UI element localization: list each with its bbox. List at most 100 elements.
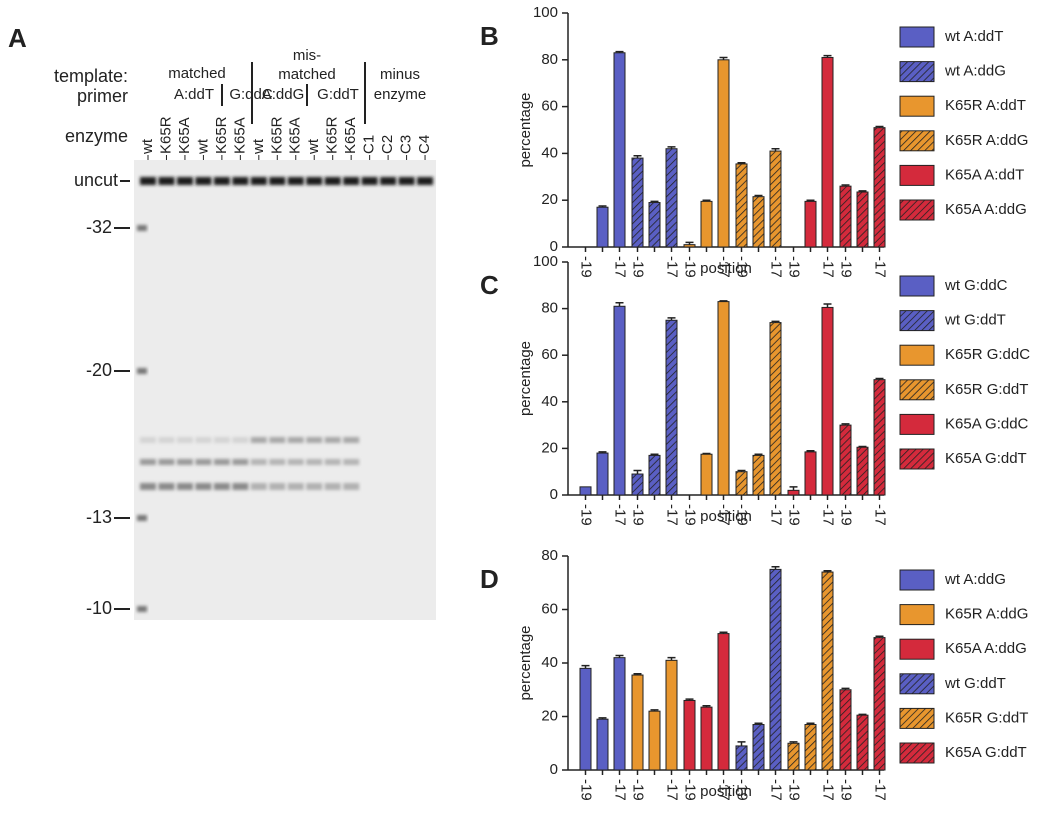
bar xyxy=(596,718,609,771)
lane-label: K65R xyxy=(268,116,285,154)
band xyxy=(140,177,156,185)
legend-swatch xyxy=(899,604,935,626)
lane-label: K65A xyxy=(231,117,248,154)
bar xyxy=(752,724,765,771)
band xyxy=(324,483,341,490)
band xyxy=(176,459,193,465)
bar xyxy=(596,206,609,248)
error-bar xyxy=(823,569,832,573)
primer-name: A:ddT xyxy=(174,86,214,103)
y-tick-label: 80 xyxy=(541,547,558,564)
error-bar xyxy=(702,452,711,455)
error-bar xyxy=(771,320,780,323)
legend-label: K65A A:ddG xyxy=(945,201,1027,218)
band xyxy=(232,483,249,490)
group-label: matched xyxy=(278,66,336,83)
x-tick-label: -19 xyxy=(838,256,855,278)
bar xyxy=(683,244,696,248)
x-tick-label: -19 xyxy=(786,256,803,278)
ladder-band xyxy=(137,368,147,374)
y-axis-label: percentage xyxy=(517,625,534,700)
legend-swatch xyxy=(899,61,935,83)
y-tick-label: 40 xyxy=(541,144,558,161)
legend-swatch xyxy=(899,448,935,470)
ladder-band xyxy=(137,225,147,231)
x-axis-label: position xyxy=(700,783,752,800)
legend-swatch xyxy=(899,164,935,186)
band xyxy=(195,459,212,465)
band xyxy=(140,437,156,443)
error-bar xyxy=(685,241,694,245)
legend-swatch xyxy=(899,130,935,152)
legend-label: K65R G:ddT xyxy=(945,381,1028,398)
legend-label: K65R A:ddG xyxy=(945,606,1028,623)
band xyxy=(158,483,175,490)
legend-label: K65R A:ddT xyxy=(945,97,1026,114)
panel-letter: B xyxy=(480,21,499,51)
band xyxy=(140,483,156,490)
bar xyxy=(856,714,869,771)
bar xyxy=(717,59,730,248)
x-tick-label: -19 xyxy=(734,504,751,526)
panel-letter: D xyxy=(480,564,499,594)
x-tick-label: -17 xyxy=(664,779,681,801)
x-axis-label: position xyxy=(700,260,752,277)
error-bar xyxy=(875,635,884,638)
x-axis-label: position xyxy=(700,508,752,525)
bar xyxy=(700,453,713,496)
group-label: matched xyxy=(168,65,226,82)
ladder-band xyxy=(137,606,147,612)
band xyxy=(269,483,286,490)
lane-label: K65R xyxy=(213,116,230,154)
bar xyxy=(873,127,886,248)
lane-label: wt xyxy=(139,138,156,155)
bar xyxy=(839,689,852,771)
legend-swatch xyxy=(899,569,935,591)
x-tick-label: -19 xyxy=(578,779,595,801)
bar xyxy=(631,157,644,248)
panel-letter: A xyxy=(8,23,27,53)
error-bar xyxy=(737,162,746,164)
bar xyxy=(613,52,626,248)
band xyxy=(398,177,415,185)
error-bar xyxy=(875,377,884,380)
bar xyxy=(717,633,730,771)
x-tick-label: -17 xyxy=(612,779,629,801)
legend-label: K65R G:ddT xyxy=(945,709,1028,726)
y-tick-label: 20 xyxy=(541,191,558,208)
error-bar xyxy=(719,56,728,60)
band xyxy=(287,459,304,465)
band xyxy=(158,437,175,443)
x-tick-label: -17 xyxy=(768,256,785,278)
x-tick-label: -19 xyxy=(578,504,595,526)
x-tick-label: -17 xyxy=(820,779,837,801)
legend-label: wt A:ddT xyxy=(944,28,1003,45)
bar xyxy=(735,471,748,496)
band xyxy=(343,459,360,465)
y-axis-label: percentage xyxy=(517,92,534,167)
enzyme-label: enzyme xyxy=(65,126,128,146)
band xyxy=(195,177,212,185)
error-bar xyxy=(598,717,607,720)
error-bar xyxy=(806,722,815,725)
band xyxy=(195,437,212,443)
legend-swatch xyxy=(899,413,935,435)
legend-swatch xyxy=(899,95,935,117)
marker-label: -20 xyxy=(86,360,112,380)
group-label: enzyme xyxy=(374,86,427,103)
y-tick-label: 0 xyxy=(550,761,558,778)
bar xyxy=(735,745,748,771)
legend-swatch xyxy=(899,199,935,221)
bar xyxy=(579,667,592,771)
error-bar xyxy=(789,486,798,491)
bar xyxy=(579,486,592,496)
error-bar xyxy=(633,154,642,159)
x-tick-label: -17 xyxy=(612,504,629,526)
lane-label: C2 xyxy=(379,135,396,154)
error-bar xyxy=(667,146,676,149)
lane-label: wt xyxy=(250,138,267,155)
error-bar xyxy=(737,741,746,746)
bar xyxy=(717,301,730,496)
y-tick-label: 60 xyxy=(541,346,558,363)
